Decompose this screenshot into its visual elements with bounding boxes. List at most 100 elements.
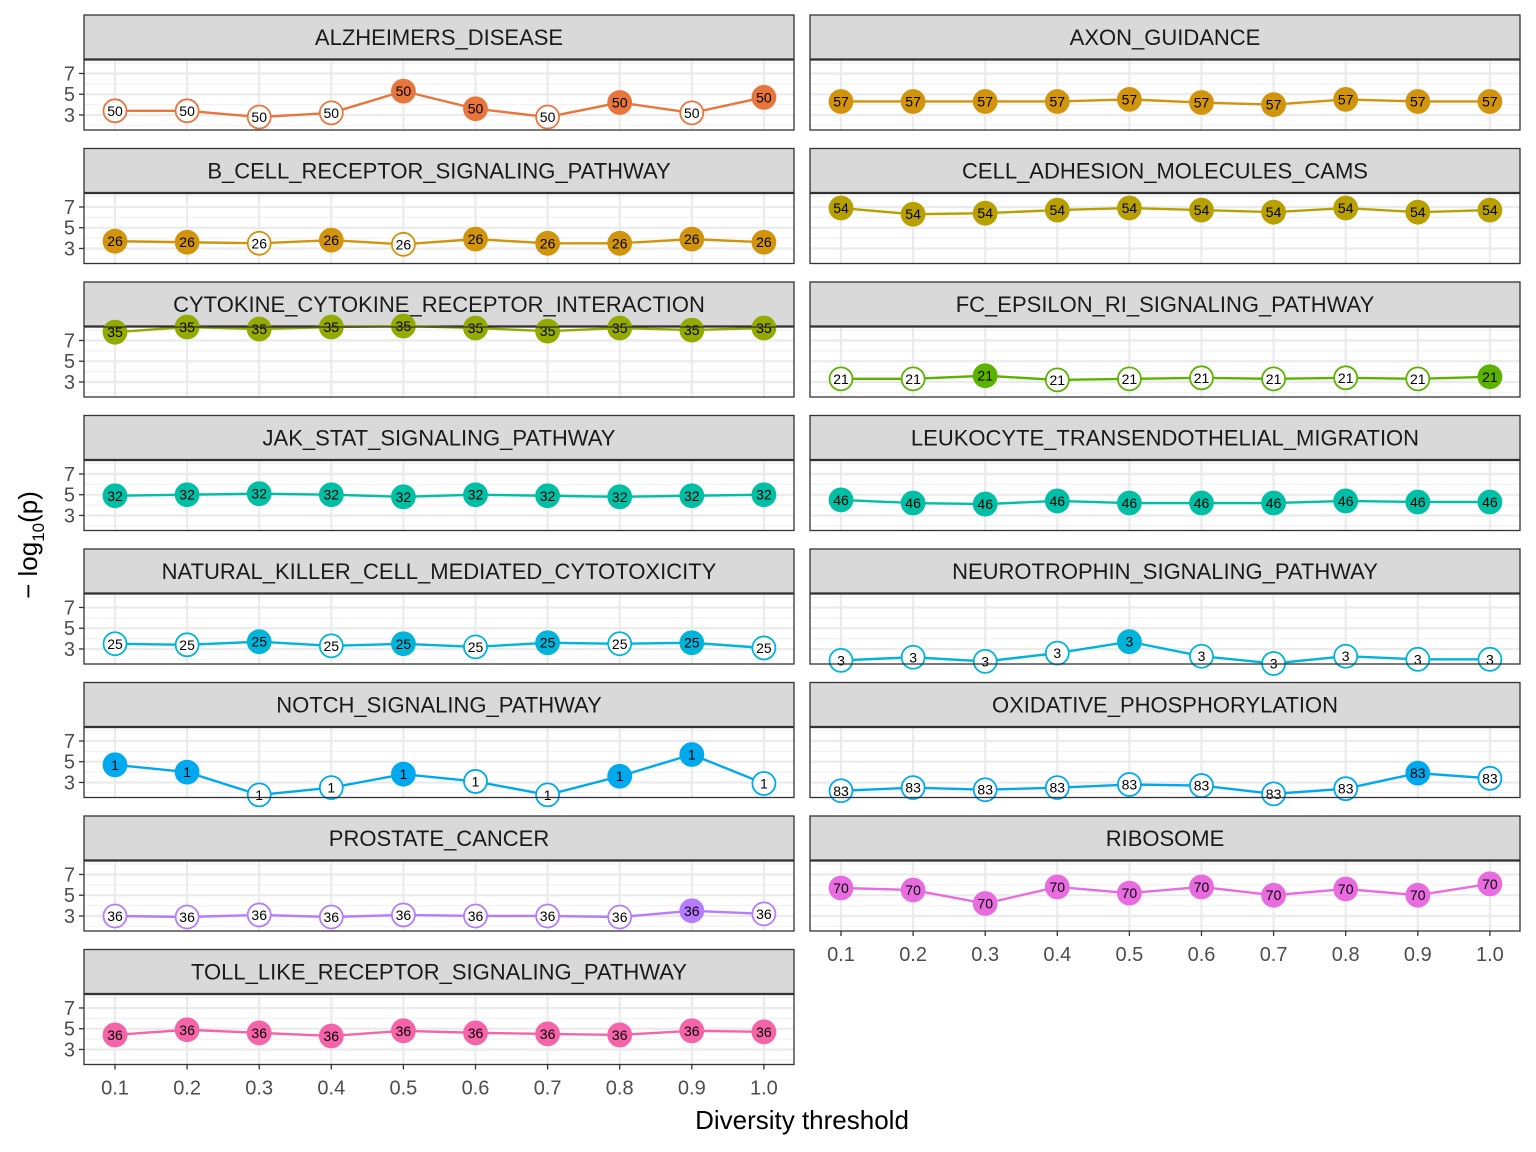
- data-point: [535, 782, 560, 808]
- data-label: 36: [756, 1024, 772, 1040]
- data-point: [679, 100, 705, 126]
- data-label: 25: [324, 638, 340, 654]
- data-point: [1044, 367, 1070, 393]
- y-tick-label: 5: [64, 885, 75, 907]
- data-label: 25: [540, 635, 556, 651]
- data-label: 50: [251, 109, 267, 125]
- data-point: [390, 1018, 416, 1044]
- data-point: [1261, 366, 1286, 392]
- data-label: 46: [1050, 493, 1066, 509]
- data-label: 35: [107, 324, 123, 340]
- data-point: [390, 78, 416, 104]
- data-point: [318, 227, 344, 253]
- data-label: 70: [977, 896, 993, 912]
- data-label: 50: [179, 103, 195, 119]
- data-point: [751, 635, 777, 661]
- data-label: 25: [251, 634, 267, 650]
- data-point: [900, 644, 926, 670]
- data-label: 3: [1342, 648, 1350, 664]
- data-label: 46: [1338, 493, 1354, 509]
- data-point: [1189, 490, 1214, 516]
- data-label: 36: [107, 1027, 123, 1043]
- data-label: 57: [1410, 93, 1426, 109]
- data-point: [246, 1020, 272, 1046]
- panel-border: [83, 993, 795, 1066]
- x-tick-label: 0.2: [173, 1078, 201, 1100]
- data-label: 1: [472, 773, 480, 789]
- facet-panel: NOTCH_SIGNALING_PATHWAY 357 1 1 1 1 1 1 1 1 1 1: [64, 681, 795, 808]
- data-point: [246, 104, 272, 130]
- data-point: [1405, 489, 1431, 515]
- data-point: [463, 903, 488, 929]
- facet-strip: [83, 681, 795, 728]
- facet-panel: B_CELL_RECEPTOR_SIGNALING_PATHWAY 357 26 26…: [64, 147, 795, 265]
- data-label: 3: [1486, 651, 1494, 667]
- data-point: [246, 316, 272, 342]
- series-line: [841, 374, 1490, 382]
- data-point: [1477, 89, 1503, 114]
- data-label: 36: [684, 903, 700, 919]
- y-tick-label: 3: [64, 372, 75, 394]
- panel-border: [83, 192, 795, 265]
- data-label: 21: [1266, 371, 1282, 387]
- data-point: [535, 630, 560, 656]
- data-point: [607, 763, 633, 789]
- data-point: [535, 230, 560, 256]
- data-label: 36: [540, 908, 556, 924]
- data-label: 50: [612, 95, 628, 111]
- data-point: [1117, 87, 1142, 112]
- data-point: [174, 482, 200, 508]
- panel-border: [809, 192, 1521, 265]
- panel-border: [83, 726, 795, 799]
- data-label: 83: [1266, 786, 1282, 802]
- y-tick-label: 5: [64, 218, 75, 240]
- y-tick-label: 3: [64, 505, 75, 527]
- y-tick-label: 7: [64, 197, 75, 219]
- x-tick-label: 0.9: [1404, 944, 1432, 966]
- data-point: [1333, 643, 1359, 669]
- facet-strip: [83, 281, 795, 327]
- data-point: [1044, 197, 1070, 223]
- data-label: 54: [1122, 200, 1138, 216]
- data-point: [1117, 772, 1142, 797]
- x-tick-label: 0.8: [606, 1078, 634, 1100]
- facet-panel: FC_EPSILON_RI_SIGNALING_PATHWAY 21 21 21 21 2…: [809, 281, 1521, 398]
- data-point: [535, 903, 560, 929]
- data-label: 3: [909, 649, 917, 665]
- data-label: 83: [1050, 780, 1066, 796]
- data-label: 54: [1482, 202, 1498, 218]
- y-tick-label: 3: [64, 906, 75, 928]
- data-point: [1189, 197, 1214, 223]
- facet-panel: PROSTATE_CANCER 357 36 36 36 36 36 36 36 36 36 36: [64, 815, 795, 932]
- data-point: [1189, 874, 1214, 900]
- data-point: [828, 366, 854, 392]
- data-point: [246, 230, 272, 256]
- data-label: 32: [324, 487, 340, 503]
- data-label: 70: [1338, 881, 1354, 897]
- panel-border: [809, 860, 1521, 932]
- data-point: [972, 363, 998, 389]
- data-point: [102, 631, 128, 657]
- data-point: [1405, 199, 1431, 225]
- data-label: 70: [1122, 885, 1138, 901]
- data-point: [463, 769, 488, 794]
- panel-border: [809, 459, 1521, 532]
- panel-border: [83, 860, 795, 932]
- data-point: [900, 775, 926, 801]
- data-label: 32: [540, 488, 556, 504]
- data-point: [1044, 874, 1070, 900]
- data-point: [1333, 776, 1359, 802]
- x-tick-label: 1.0: [750, 1078, 778, 1100]
- data-point: [318, 1023, 344, 1049]
- data-label: 35: [684, 322, 700, 338]
- data-label: 54: [1194, 202, 1210, 218]
- series-line: [841, 98, 1490, 106]
- facet-strip: [83, 548, 795, 594]
- facet-panel: OXIDATIVE_PHOSPHORYLATION 83 83 83 83 83 83 83 8…: [809, 681, 1521, 807]
- data-label: 57: [1122, 91, 1138, 107]
- facet-strip: [83, 815, 795, 861]
- data-point: [1044, 488, 1070, 514]
- panel-border: [83, 326, 795, 398]
- x-tick-label: 0.6: [1188, 944, 1216, 966]
